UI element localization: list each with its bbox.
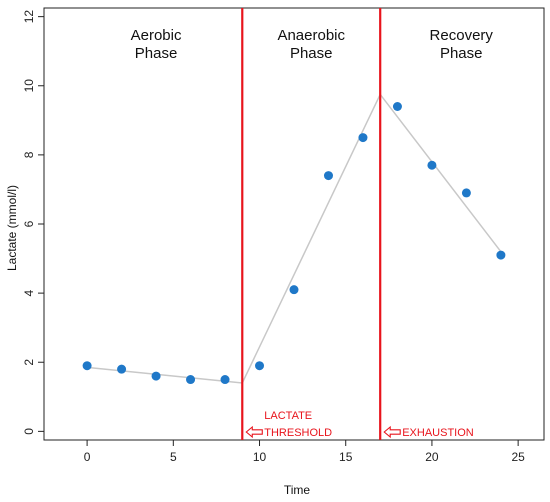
y-tick-label: 6: [22, 220, 36, 227]
plot-frame: [43, 7, 545, 441]
data-point: [323, 171, 333, 181]
data-point: [427, 160, 437, 170]
data-point: [255, 361, 265, 371]
y-tick-label: 4: [22, 289, 36, 296]
phase-label-sub: Phase: [135, 45, 178, 62]
annotation-label: LACTATE: [264, 410, 312, 422]
data-point: [220, 375, 230, 385]
y-tick-label: 2: [22, 359, 36, 366]
x-axis-title: Time: [284, 483, 311, 497]
phase-label-sub: Phase: [290, 45, 333, 62]
phase-label-sub: Phase: [440, 45, 483, 62]
data-point: [82, 361, 92, 371]
x-axis: 0 5 10 15 20 25: [84, 440, 525, 464]
phase-label: Anaerobic: [277, 27, 345, 44]
x-tick-label: 20: [425, 450, 439, 464]
data-point: [151, 371, 161, 381]
data-point: [117, 364, 127, 374]
annotation-label-sub: THRESHOLD: [264, 427, 332, 439]
y-axis: 0 2 4 6 8 10 12: [22, 10, 44, 435]
y-tick-label: 8: [22, 151, 36, 158]
x-tick-label: 0: [84, 450, 91, 464]
data-point: [392, 101, 402, 111]
x-tick-label: 15: [339, 450, 353, 464]
annotation-arrow-icon: [245, 425, 263, 439]
phase-label: Recovery: [430, 27, 494, 44]
data-point: [461, 188, 471, 198]
y-tick-label: 10: [22, 79, 36, 93]
y-axis-title: Lactate (mmol/l): [5, 185, 19, 271]
annotation-arrow-icon: [383, 425, 401, 439]
x-tick-label: 5: [170, 450, 177, 464]
data-points-layer: [82, 101, 506, 385]
y-tick-label: 0: [22, 428, 36, 435]
annotation-label: EXHAUSTION: [402, 427, 474, 439]
data-point: [289, 285, 299, 295]
data-point: [358, 133, 368, 143]
fit-line-layer: [87, 92, 502, 384]
annotations-layer: LACTATE THRESHOLD EXHAUSTION: [245, 410, 474, 439]
x-tick-label: 25: [511, 450, 525, 464]
data-point: [186, 375, 196, 385]
phase-divider-layer: [241, 8, 382, 440]
fit-line: [87, 92, 502, 384]
x-tick-label: 10: [253, 450, 267, 464]
y-tick-label: 12: [22, 10, 36, 24]
phase-label: Aerobic: [131, 27, 182, 44]
data-point: [496, 250, 506, 260]
